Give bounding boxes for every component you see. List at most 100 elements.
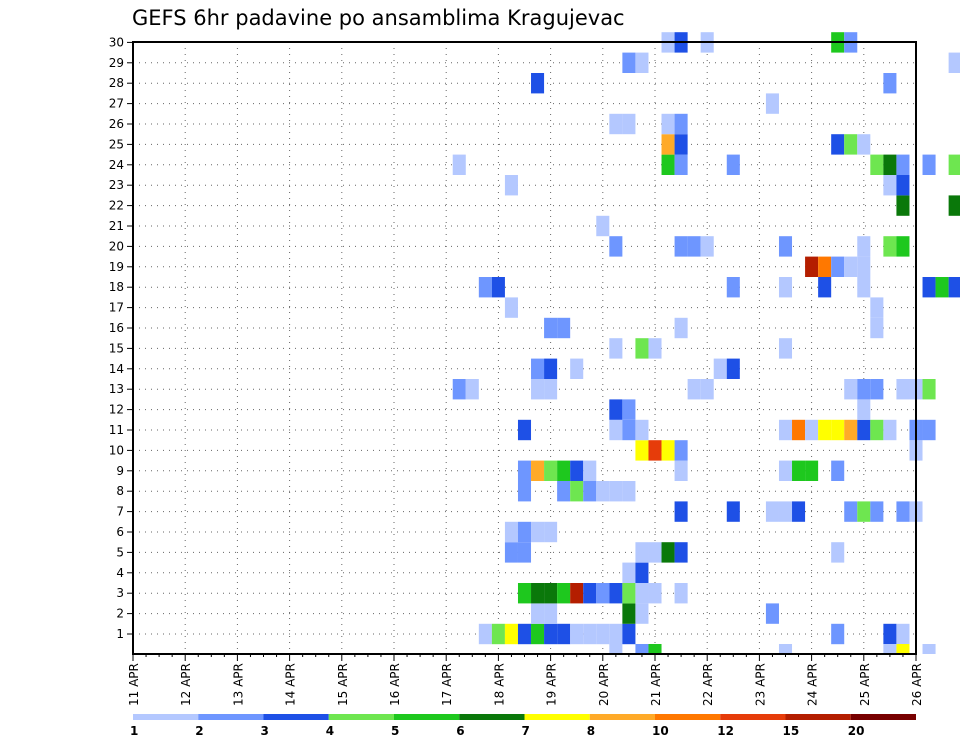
data-cell [635, 562, 649, 583]
colorbar-swatch [198, 714, 264, 720]
data-cell [857, 379, 871, 400]
data-cell [922, 154, 936, 175]
data-cell [778, 419, 793, 441]
y-tick-label: 17 [109, 301, 124, 315]
data-cell [674, 440, 688, 461]
data-cell [504, 521, 518, 543]
data-cell [544, 623, 558, 645]
data-cell [857, 501, 871, 522]
data-cell [778, 644, 793, 654]
data-cell [922, 419, 936, 441]
data-cell [635, 440, 649, 461]
x-tick-label: 14 APR [284, 663, 298, 706]
grid-lines [133, 42, 916, 654]
colorbar-swatch [263, 714, 329, 720]
data-cell [857, 256, 871, 277]
data-cell [622, 481, 636, 502]
data-cell [687, 379, 701, 400]
data-cell [452, 154, 466, 175]
data-cell [557, 460, 571, 481]
data-cell [805, 419, 819, 441]
data-cell [857, 419, 871, 441]
data-cell [491, 277, 505, 298]
data-cell [635, 338, 649, 359]
data-cell [622, 623, 636, 645]
data-cell [635, 603, 649, 624]
data-cell [818, 256, 832, 277]
data-cell [844, 134, 858, 155]
data-cell [674, 113, 688, 135]
y-tick-label: 19 [109, 260, 124, 274]
data-cell [504, 542, 518, 563]
data-cell [726, 501, 740, 522]
data-cell [896, 195, 910, 216]
data-cell [622, 113, 636, 135]
data-cell [870, 154, 884, 175]
y-tick-label: 20 [109, 239, 124, 253]
y-tick-label: 8 [116, 484, 124, 498]
data-cell [583, 583, 597, 604]
data-cell [883, 175, 897, 196]
data-cell [570, 481, 584, 502]
data-cell [596, 215, 610, 237]
data-cell [857, 134, 871, 155]
data-cell [844, 379, 858, 400]
x-tick-label: 20 APR [597, 663, 611, 706]
y-tick-label: 15 [109, 341, 124, 355]
data-cell [674, 236, 688, 257]
data-cell [792, 460, 806, 481]
data-cell [452, 379, 466, 400]
x-tick-label: 11 APR [127, 663, 141, 706]
data-cell [792, 501, 806, 522]
x-tick-label: 15 APR [336, 663, 350, 706]
data-cell [896, 236, 910, 257]
data-cell [517, 521, 532, 543]
data-cell [609, 419, 623, 441]
data-cell [896, 175, 910, 196]
data-cell [570, 460, 584, 481]
y-tick-label: 10 [109, 443, 124, 457]
data-cell [609, 113, 623, 135]
x-tick-label: 21 APR [649, 663, 663, 706]
x-tick-label: 19 APR [545, 663, 559, 706]
y-tick-label: 7 [116, 505, 124, 519]
x-tick-label: 16 APR [388, 663, 402, 706]
colorbar-label: 12 [717, 724, 734, 738]
data-cell [609, 644, 623, 654]
y-tick-label: 26 [109, 117, 124, 131]
data-cell [726, 154, 740, 175]
data-cell [596, 583, 610, 604]
data-cell [896, 501, 910, 522]
data-cell [922, 379, 936, 400]
y-tick-label: 24 [109, 158, 124, 172]
colorbar-label: 8 [587, 724, 595, 738]
data-cell [687, 236, 701, 257]
colorbar-swatch [589, 714, 655, 720]
data-cell [517, 481, 532, 502]
data-cell [517, 542, 532, 563]
data-cell [831, 419, 845, 441]
data-cell [831, 623, 845, 645]
data-cell [478, 277, 492, 298]
data-cell [531, 358, 545, 379]
data-cell [504, 297, 518, 318]
x-tick-label: 25 APR [858, 663, 872, 706]
data-cell [557, 583, 571, 604]
data-cell [622, 603, 636, 624]
data-cell [635, 644, 649, 654]
data-cell [831, 542, 845, 563]
data-cell [713, 358, 727, 379]
y-tick-label: 25 [109, 137, 124, 151]
data-cell [544, 583, 558, 604]
y-tick-label: 30 [109, 35, 124, 49]
data-cell [778, 501, 793, 522]
colorbar-label: 20 [848, 724, 865, 738]
data-cell [531, 583, 545, 604]
colorbar-swatch [850, 714, 916, 720]
data-cell [635, 542, 649, 563]
data-cell [544, 460, 558, 481]
data-cell [805, 460, 819, 481]
data-cell [531, 603, 545, 624]
y-tick-label: 21 [109, 219, 124, 233]
data-cell [765, 93, 779, 114]
